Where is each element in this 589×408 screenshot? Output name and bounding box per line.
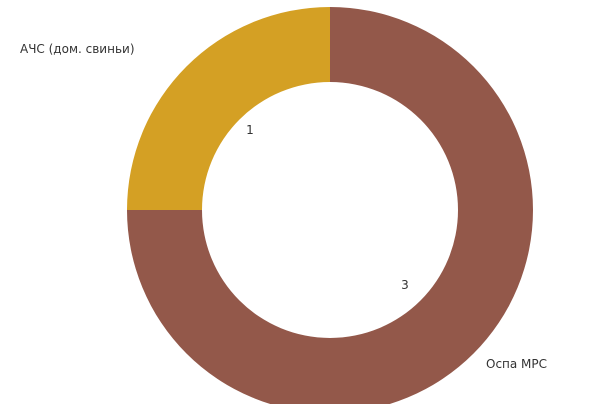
slices-group — [127, 7, 533, 408]
donut-slice-ospa[interactable] — [127, 7, 533, 408]
category-label-ahs: АЧС (дом. свиньи) — [20, 42, 135, 56]
category-label-ospa: Оспа МРС — [486, 357, 547, 371]
value-label-ospa: 3 — [401, 278, 409, 292]
donut-slice-ahs[interactable] — [127, 7, 330, 210]
value-label-ahs: 1 — [246, 123, 254, 137]
